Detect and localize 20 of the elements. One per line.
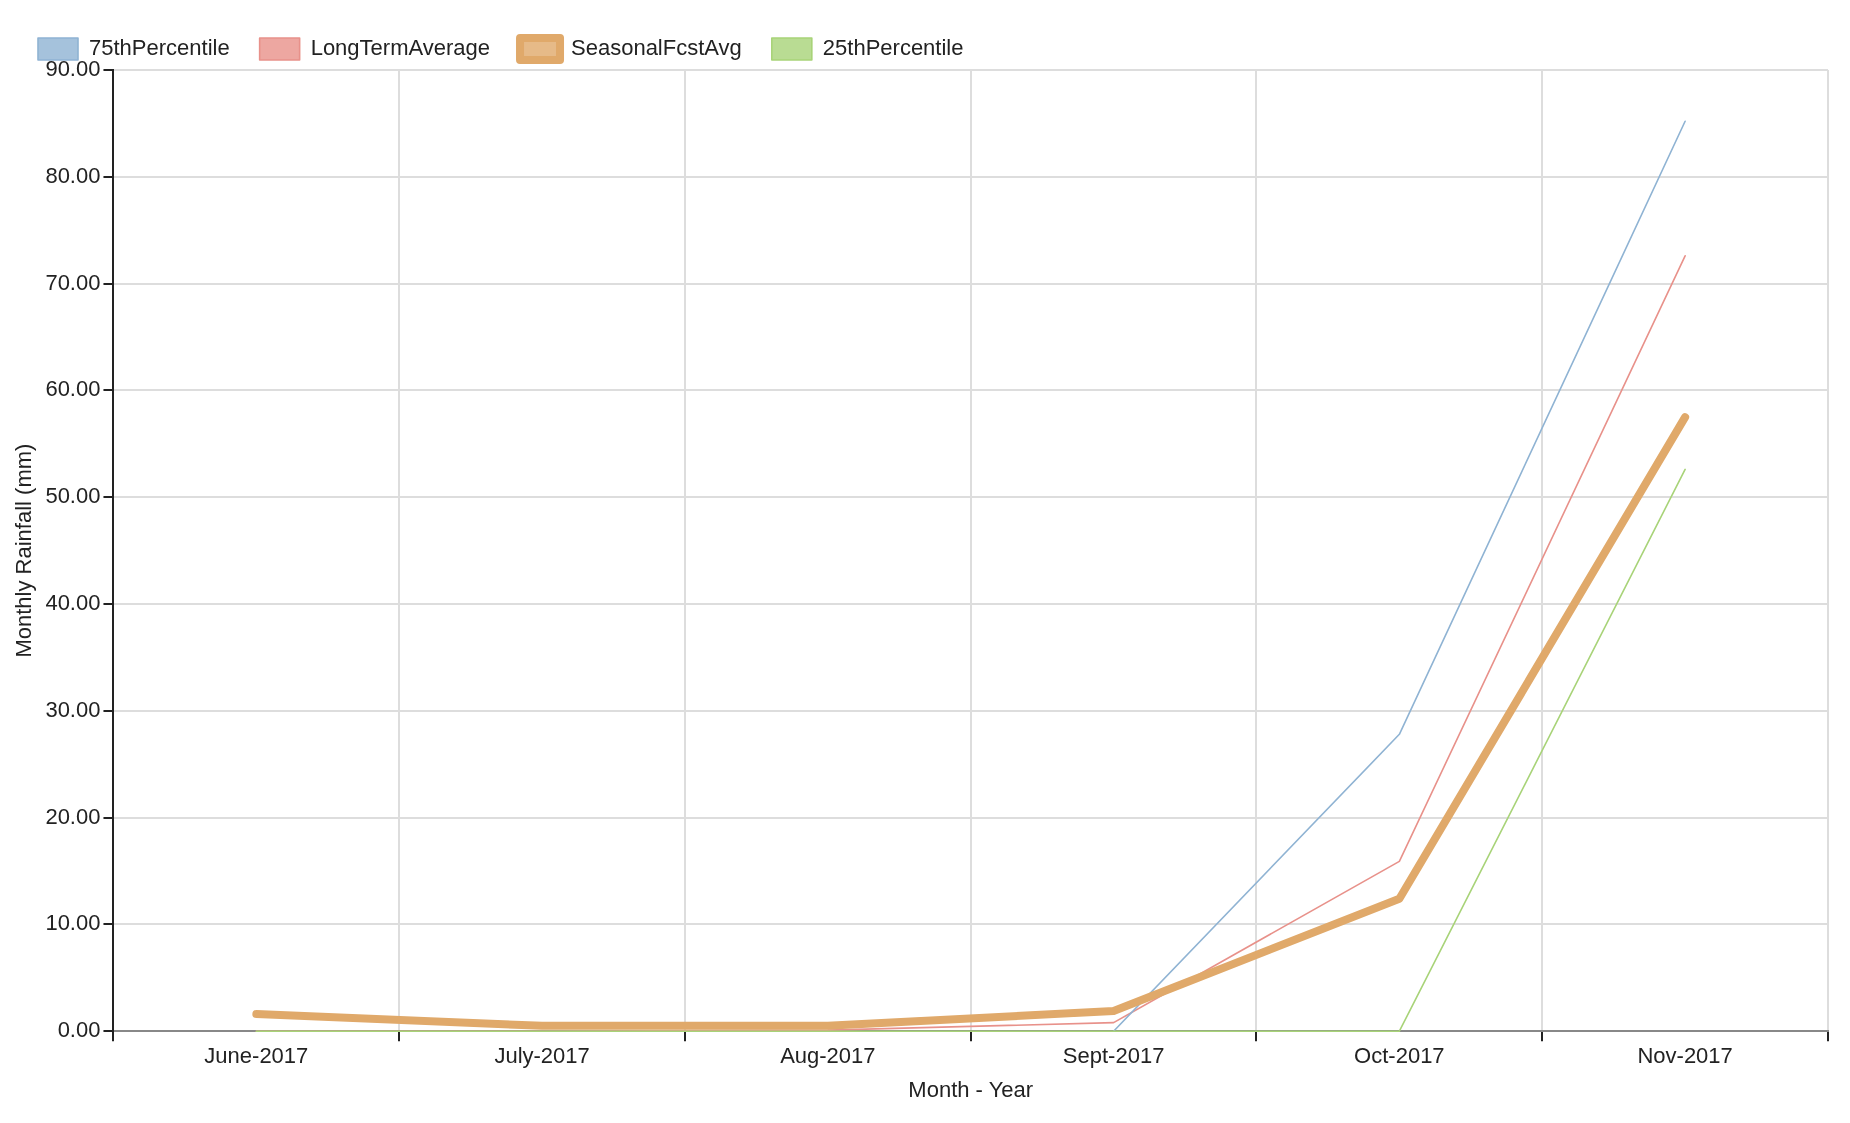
y-tick-label: 0.00 (57, 1017, 101, 1043)
legend-label: LongTermAverage (310, 35, 491, 61)
y-tick-label: 60.00 (45, 376, 101, 402)
x-tick-label: Nov-2017 (1637, 1043, 1733, 1069)
x-axis-title: Month - Year (908, 1076, 1034, 1102)
y-tick-label: 70.00 (45, 269, 101, 295)
y-axis-title: Monthly Rainfall (mm) (11, 443, 37, 658)
x-tick-label: Oct-2017 (1354, 1043, 1445, 1069)
y-tick-label: 80.00 (45, 162, 101, 188)
x-tick-label: July-2017 (494, 1043, 590, 1069)
y-tick-label: 50.00 (45, 483, 101, 509)
y-tick-label: 30.00 (45, 696, 101, 722)
x-tick-label: Aug-2017 (780, 1043, 876, 1069)
y-tick-label: 40.00 (45, 590, 101, 616)
legend-label: SeasonalFcstAvg (571, 35, 742, 61)
y-tick-label: 20.00 (45, 803, 101, 829)
x-tick-label: June-2017 (204, 1043, 309, 1069)
x-tick-label: Sept-2017 (1062, 1043, 1165, 1069)
y-tick-label: 10.00 (45, 910, 101, 936)
legend-label: 25thPercentile (822, 35, 964, 61)
